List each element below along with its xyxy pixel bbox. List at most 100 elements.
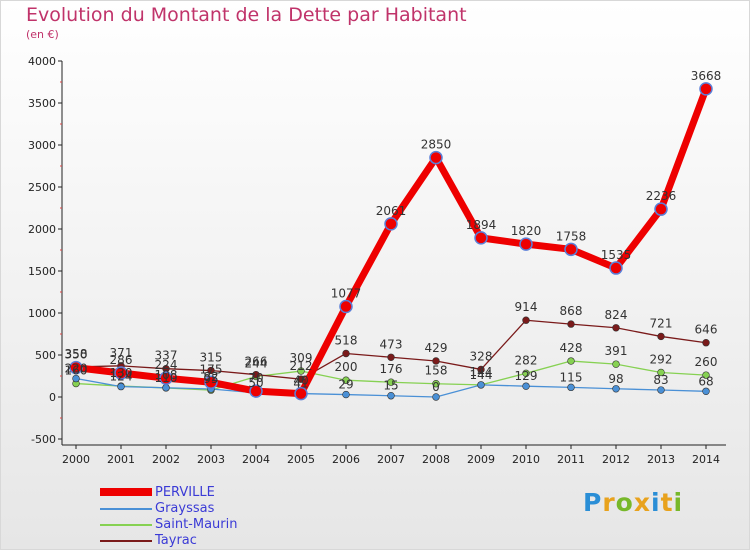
data-label: 315 (200, 351, 223, 365)
data-labels: 358 371 337 315 266 212 518 473 429 328 914 868 824 7… (65, 69, 722, 394)
data-point (474, 231, 488, 245)
legend-item-perville: PERVILLE (100, 485, 400, 501)
logo-letter: i (673, 488, 684, 517)
legend-label-tayrac: Tayrac (155, 533, 197, 548)
y-tick-label: 2000 (28, 223, 56, 236)
data-label: 50 (248, 376, 263, 390)
data-point (69, 360, 83, 375)
x-tick-label: 2001 (107, 453, 135, 466)
data-point (699, 82, 713, 96)
data-label: 130 (110, 366, 133, 380)
data-label: 220 (65, 362, 88, 376)
data-label: 350 (65, 348, 88, 362)
data-label: 1758 (556, 229, 587, 243)
y-tick-label: 500 (35, 349, 56, 362)
y-tick-label: 4000 (28, 55, 56, 68)
data-label: 266 (245, 355, 268, 369)
data-point (702, 339, 710, 347)
data-label: 98 (608, 372, 623, 386)
data-point (477, 365, 485, 374)
data-label: 41 (293, 377, 308, 391)
logo-letter: P (583, 488, 603, 517)
data-label: 428 (560, 341, 583, 355)
x-tick-label: 2000 (62, 453, 90, 466)
data-point (387, 353, 395, 361)
axes: -500050010001500200025003000350040002000… (28, 55, 726, 466)
data-label: 158 (425, 364, 448, 378)
data-label: 824 (605, 308, 628, 322)
data-point (567, 320, 575, 328)
data-point (432, 380, 440, 388)
data-point (252, 370, 260, 379)
data-label: 40 (293, 374, 308, 388)
data-point (657, 386, 665, 394)
data-label: 68 (698, 374, 713, 388)
logo-letter: r (602, 488, 616, 517)
data-point (522, 382, 530, 390)
data-point (117, 382, 125, 391)
data-label: 429 (425, 341, 448, 355)
x-tick-label: 2004 (242, 453, 270, 466)
legend: PERVILLE Grayssas Saint-Maurin Tayrac (100, 485, 400, 549)
data-point (432, 357, 440, 365)
data-label: 175 (200, 362, 223, 376)
data-point (522, 369, 530, 378)
data-label: 292 (650, 352, 673, 366)
data-point (609, 261, 623, 275)
legend-item-saint-maurin: Saint-Maurin (100, 517, 400, 533)
data-label: 224 (155, 358, 178, 372)
data-label: 518 (335, 333, 358, 347)
data-point (612, 360, 620, 368)
data-point (564, 242, 578, 257)
x-tick-label: 2007 (377, 453, 405, 466)
data-label: 1077 (331, 287, 362, 301)
data-label: 160 (65, 364, 88, 378)
legend-label-grayssas: Grayssas (155, 501, 215, 516)
data-label: 1820 (511, 224, 542, 238)
x-tick-label: 2014 (692, 453, 720, 466)
x-tick-label: 2009 (467, 453, 495, 466)
data-label: 328 (470, 349, 493, 363)
data-point (432, 393, 440, 401)
logo-letter: x (633, 488, 651, 517)
data-label: 129 (515, 369, 538, 383)
y-tick-label: 1500 (28, 265, 56, 278)
data-label: 646 (695, 323, 718, 337)
data-point (567, 357, 575, 365)
y-tick-label: 0 (49, 391, 56, 404)
series-layer (69, 82, 713, 401)
data-label: 721 (650, 316, 673, 330)
data-point (249, 384, 263, 398)
data-point (657, 368, 665, 377)
data-point (342, 390, 350, 399)
data-label: 115 (560, 370, 583, 384)
logo-letter: t (660, 488, 674, 517)
y-tick-label: 1000 (28, 307, 56, 320)
legend-swatch-grayssas (100, 508, 152, 510)
x-tick-label: 2012 (602, 453, 630, 466)
legend-item-tayrac: Tayrac (100, 533, 400, 549)
data-point (72, 374, 80, 383)
legend-item-grayssas: Grayssas (100, 501, 400, 517)
data-label: 95 (203, 372, 218, 386)
data-point (297, 375, 305, 383)
data-label: 2236 (646, 189, 677, 203)
data-label: 2061 (376, 204, 407, 218)
data-label: 2850 (421, 138, 452, 152)
data-point (519, 237, 533, 251)
data-label: 3668 (691, 69, 722, 83)
data-point (612, 385, 620, 393)
chart-title: Evolution du Montant de la Dette par Hab… (26, 4, 467, 26)
data-label: 124 (110, 370, 133, 384)
data-point (477, 381, 485, 389)
data-label: 82 (203, 370, 218, 384)
chart-subtitle: (en €) (26, 28, 59, 41)
data-label: 286 (110, 353, 133, 367)
data-label: 15 (383, 379, 398, 393)
data-label: 914 (515, 300, 538, 314)
data-label: 868 (560, 304, 583, 318)
x-tick-label: 2005 (287, 453, 315, 466)
data-label: 110 (155, 371, 178, 385)
